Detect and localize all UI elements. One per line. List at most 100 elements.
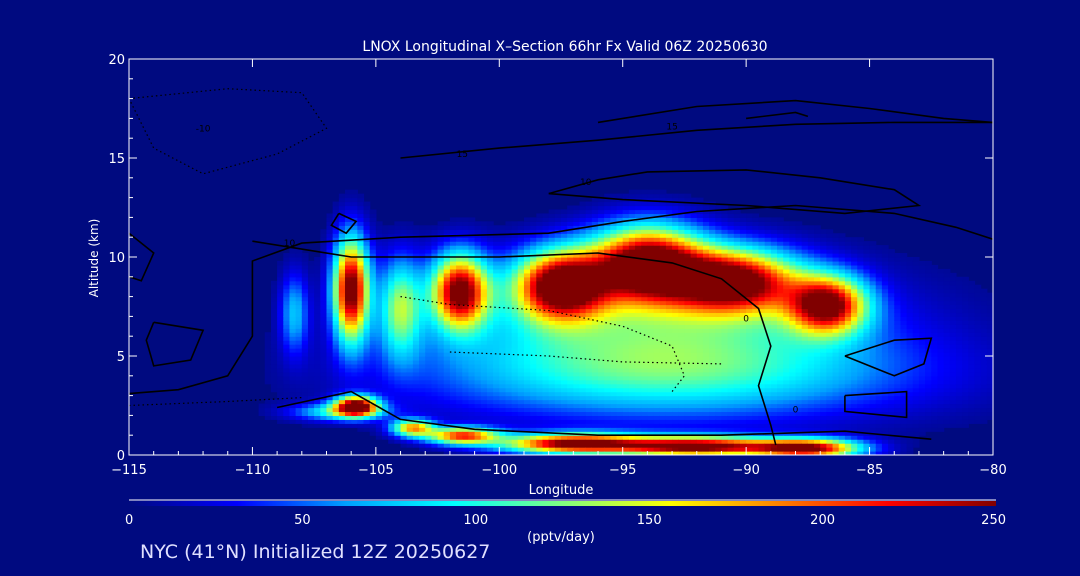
heatmap-cell [369, 411, 377, 416]
heatmap-cell [598, 391, 605, 397]
heatmap-cell [604, 340, 611, 345]
heatmap-cell [561, 209, 568, 215]
heatmap-cell [616, 245, 624, 250]
heatmap-cell [579, 367, 587, 373]
heatmap-cell [585, 225, 593, 230]
heatmap-cell [733, 363, 741, 369]
heatmap-cell [270, 336, 278, 341]
heatmap-cell [394, 249, 402, 254]
heatmap-cell [672, 300, 679, 306]
heatmap-cell [443, 268, 451, 274]
heatmap-cell [672, 423, 679, 428]
heatmap-cell [665, 356, 673, 361]
heatmap-cell [431, 348, 439, 353]
heatmap-cell [610, 308, 618, 314]
heatmap-cell [468, 415, 476, 420]
heatmap-cell [585, 447, 593, 452]
heatmap-cell [696, 447, 704, 452]
heatmap-cell [406, 308, 414, 314]
heatmap-cell [338, 308, 346, 314]
heatmap-cell [628, 268, 636, 274]
heatmap-cell [517, 268, 525, 274]
heatmap-cell [295, 320, 303, 325]
heatmap-cell [412, 304, 420, 310]
heatmap-cell [647, 439, 655, 444]
heatmap-cell [468, 348, 476, 353]
heatmap-cell [548, 225, 556, 230]
heatmap-cell [382, 320, 389, 325]
heatmap-cell [523, 288, 531, 294]
heatmap-cell [739, 407, 747, 413]
heatmap-cell [647, 237, 655, 242]
heatmap-cell [764, 264, 772, 270]
heatmap-cell [468, 304, 476, 310]
heatmap-cell [406, 403, 414, 409]
heatmap-cell [493, 320, 500, 325]
heatmap-cell [363, 229, 371, 234]
heatmap-cell [357, 383, 365, 389]
heatmap-cell [672, 316, 679, 321]
heatmap-cell [425, 241, 432, 246]
heatmap-cell [474, 268, 482, 274]
heatmap-cell [505, 399, 513, 405]
heatmap-cell [314, 320, 321, 325]
heatmap-cell [314, 356, 321, 361]
heatmap-cell [320, 391, 328, 397]
heatmap-cell [351, 324, 358, 329]
heatmap-cell [715, 359, 723, 365]
heatmap-cell [382, 304, 389, 310]
heatmap-cell [517, 241, 525, 246]
heatmap-cell [277, 367, 284, 373]
heatmap-cell [270, 367, 278, 373]
heatmap-cell [573, 391, 581, 397]
heatmap-cell [394, 336, 402, 341]
heatmap-cell [684, 280, 692, 286]
heatmap-cell [258, 403, 266, 409]
heatmap-cell [338, 288, 346, 294]
heatmap-cell [709, 336, 716, 341]
heatmap-cell [770, 300, 778, 306]
heatmap-cell [400, 221, 408, 226]
heatmap-cell [659, 280, 667, 286]
heatmap-cell [480, 371, 488, 377]
heatmap-cell [684, 300, 692, 306]
heatmap-cell [585, 383, 593, 389]
heatmap-cell [764, 403, 772, 409]
heatmap-cell [777, 300, 784, 306]
heatmap-cell [468, 403, 476, 409]
heatmap-cell [357, 272, 365, 278]
heatmap-cell [777, 304, 784, 310]
heatmap-cell [777, 241, 784, 246]
heatmap-cell [684, 260, 692, 266]
heatmap-cell [474, 308, 482, 314]
heatmap-cell [320, 288, 328, 294]
heatmap-cell [406, 332, 414, 337]
heatmap-cell [474, 435, 482, 440]
heatmap-cell [375, 324, 383, 329]
heatmap-cell [758, 435, 766, 440]
heatmap-cell [320, 367, 328, 373]
heatmap-cell [400, 320, 408, 325]
heatmap-cell [696, 300, 704, 306]
heatmap-cell [283, 257, 291, 262]
heatmap-cell [400, 257, 408, 262]
heatmap-cell [579, 407, 587, 413]
heatmap-cell [456, 399, 463, 405]
heatmap-cell [431, 356, 439, 361]
heatmap-cell [375, 395, 383, 401]
heatmap-cell [702, 288, 710, 294]
heatmap-cell [332, 324, 340, 329]
heatmap-cell [622, 387, 630, 393]
heatmap-cell [338, 403, 346, 409]
heatmap-cell [777, 217, 784, 222]
heatmap-cell [382, 375, 389, 381]
heatmap-cell [474, 451, 482, 455]
heatmap-cell [702, 407, 710, 413]
heatmap-cell [320, 312, 328, 317]
heatmap-cell [770, 411, 778, 416]
heatmap-cell [536, 328, 544, 333]
heatmap-cell [598, 260, 605, 266]
heatmap-cell [382, 352, 389, 357]
heatmap-cell [598, 411, 605, 416]
heatmap-cell [523, 217, 531, 222]
